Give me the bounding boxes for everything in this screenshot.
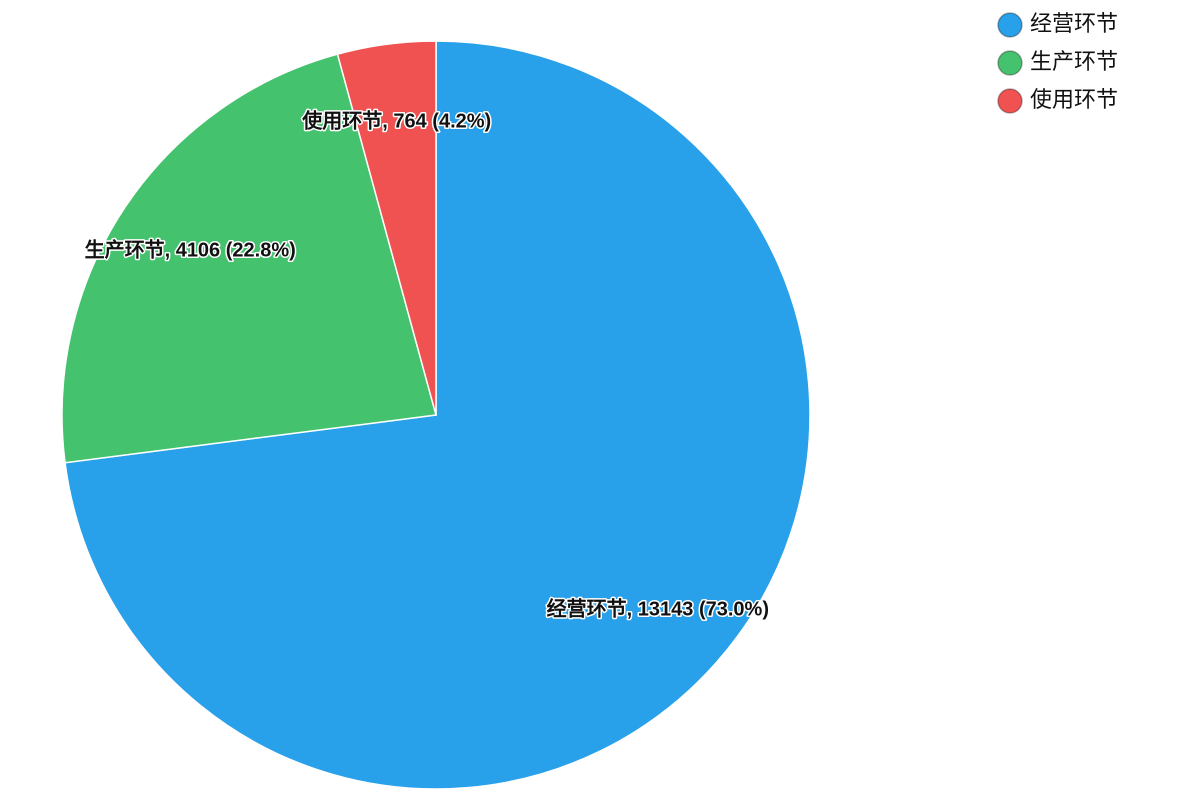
legend-label: 生产环节 — [1030, 49, 1118, 74]
pie-slice — [61, 53, 437, 464]
data-label: 生产环节, 4106 (22.8%) — [85, 237, 296, 261]
legend-label: 使用环节 — [1030, 87, 1118, 112]
legend-swatch — [997, 12, 1023, 38]
pie-slice — [336, 40, 437, 416]
legend-label: 经营环节 — [1030, 11, 1118, 36]
legend-swatch — [997, 50, 1023, 76]
data-label: 使用环节, 764 (4.2%) — [301, 108, 491, 132]
data-label: 经营环节, 13143 (73.0%) — [547, 596, 769, 620]
legend-swatch — [997, 88, 1023, 114]
pie-slice — [64, 40, 811, 790]
